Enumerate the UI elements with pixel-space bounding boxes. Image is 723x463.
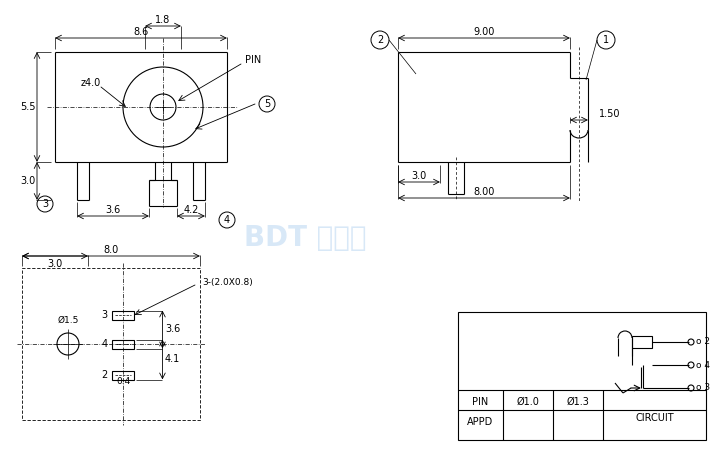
Text: 1.8: 1.8 bbox=[155, 15, 171, 25]
Text: APPD: APPD bbox=[467, 417, 493, 427]
Text: PIN: PIN bbox=[245, 55, 261, 65]
Text: o 4: o 4 bbox=[696, 361, 710, 369]
Text: Ø1.3: Ø1.3 bbox=[567, 397, 589, 407]
Text: 1: 1 bbox=[603, 35, 609, 45]
Text: 8.00: 8.00 bbox=[474, 187, 495, 197]
Text: 3-(2.0X0.8): 3-(2.0X0.8) bbox=[202, 277, 253, 287]
Text: 5.5: 5.5 bbox=[20, 102, 35, 112]
Bar bbox=[458, 312, 706, 440]
Text: z4.0: z4.0 bbox=[81, 78, 101, 88]
Text: Ø1.0: Ø1.0 bbox=[516, 397, 539, 407]
Text: PIN: PIN bbox=[472, 397, 488, 407]
Text: 9.00: 9.00 bbox=[474, 27, 495, 37]
Text: 2: 2 bbox=[101, 370, 108, 380]
Text: 3.6: 3.6 bbox=[165, 325, 180, 334]
Text: 3: 3 bbox=[42, 199, 48, 209]
Text: 4: 4 bbox=[224, 215, 230, 225]
Text: 3.0: 3.0 bbox=[20, 176, 35, 186]
Text: BDT 百斯特: BDT 百斯特 bbox=[244, 224, 367, 252]
Text: Ø1.5: Ø1.5 bbox=[57, 316, 79, 325]
Text: 8.6: 8.6 bbox=[133, 27, 149, 37]
Text: 8.0: 8.0 bbox=[103, 245, 119, 255]
Bar bbox=[113, 311, 134, 319]
Bar bbox=[632, 336, 652, 348]
Text: 4.2: 4.2 bbox=[184, 205, 199, 215]
Text: 5: 5 bbox=[264, 99, 270, 109]
Text: o 3: o 3 bbox=[696, 383, 710, 393]
Bar bbox=[113, 339, 134, 349]
Text: 3.6: 3.6 bbox=[106, 205, 121, 215]
Text: 4.1: 4.1 bbox=[165, 355, 180, 364]
Text: CIRCUIT: CIRCUIT bbox=[636, 413, 674, 423]
Text: o 2: o 2 bbox=[696, 338, 710, 346]
Bar bbox=[22, 268, 200, 420]
Text: 1.50: 1.50 bbox=[599, 109, 621, 119]
Text: 0.4: 0.4 bbox=[116, 376, 131, 386]
Text: 3.0: 3.0 bbox=[411, 171, 427, 181]
Text: 2: 2 bbox=[377, 35, 383, 45]
Text: 4: 4 bbox=[101, 339, 108, 349]
Text: 3: 3 bbox=[101, 310, 108, 320]
Text: 3.0: 3.0 bbox=[48, 259, 63, 269]
Bar bbox=[113, 370, 134, 380]
